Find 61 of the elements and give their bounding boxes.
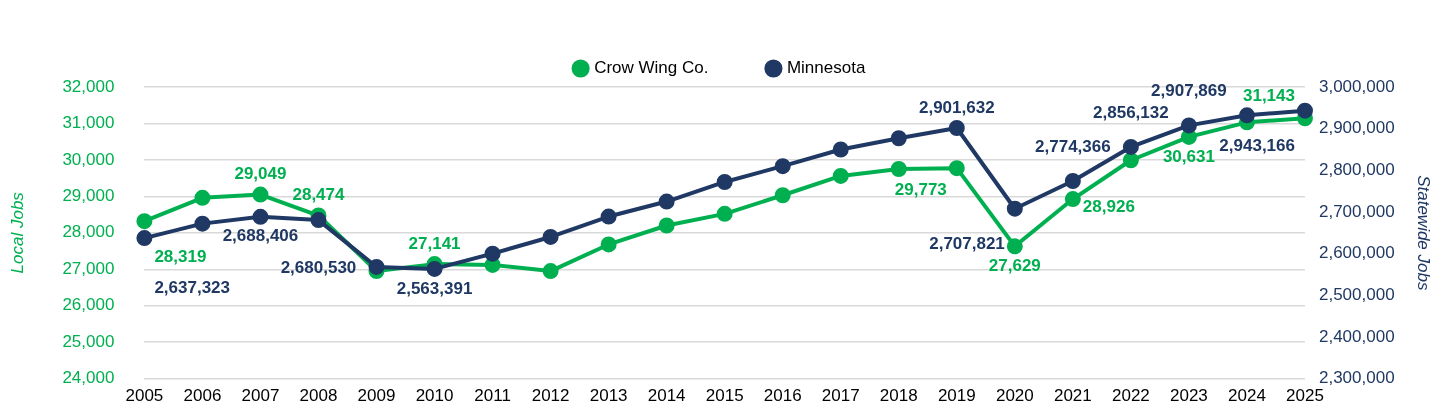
- x-tick-label: 2013: [589, 386, 628, 406]
- x-tick-label: 2011: [474, 386, 511, 406]
- y2-tick-label: 2,900,000: [1318, 118, 1395, 138]
- y-tick-label: 26,000: [62, 295, 115, 315]
- x-tick-label: 2015: [705, 386, 744, 406]
- x-tick-label: 2014: [647, 386, 686, 406]
- legend-label: Crow Wing Co.: [594, 58, 709, 78]
- y-tick-label: 28,000: [62, 222, 115, 242]
- x-tick-label: 2016: [763, 386, 802, 406]
- x-tick-label: 2008: [299, 386, 338, 406]
- data-label: 28,926: [1082, 196, 1135, 216]
- x-tick-label: 2006: [183, 386, 222, 406]
- x-tick-label: 2024: [1228, 386, 1266, 406]
- data-label: 2,856,132: [1093, 102, 1169, 122]
- data-label: 28,474: [292, 185, 346, 205]
- y-tick-label: 32,000: [62, 76, 115, 96]
- data-label: 30,631: [1162, 146, 1215, 166]
- x-tick-label: 2018: [879, 386, 918, 406]
- y2-tick-label: 2,400,000: [1318, 326, 1395, 346]
- y2-tick-label: 2,500,000: [1318, 284, 1395, 304]
- data-label: 2,680,530: [280, 257, 357, 277]
- x-tick-label: 2009: [357, 386, 396, 406]
- legend-label: Minnesota: [786, 58, 866, 78]
- data-label: 2,774,366: [1035, 136, 1111, 156]
- data-label: 2,688,406: [222, 226, 299, 246]
- y-tick-label: 31,000: [62, 113, 115, 133]
- x-tick-label: 2010: [415, 386, 454, 406]
- data-label: 27,141: [408, 233, 461, 253]
- data-label: 27,629: [988, 256, 1041, 276]
- x-tick-label: 2025: [1286, 386, 1324, 406]
- data-label: 29,773: [894, 179, 947, 199]
- y-tick-label: 24,000: [62, 368, 115, 388]
- data-label: 31,143: [1242, 85, 1295, 105]
- data-label: 2,707,821: [929, 234, 1005, 254]
- x-tick-label: 2005: [125, 386, 164, 406]
- data-label: 2,901,632: [918, 97, 995, 117]
- data-label: 2,637,323: [154, 277, 231, 297]
- x-tick-label: 2021: [1053, 386, 1092, 406]
- x-tick-label: 2019: [937, 386, 976, 406]
- x-tick-label: 2023: [1170, 386, 1208, 406]
- y-tick-label: 25,000: [62, 331, 115, 351]
- x-tick-label: 2007: [241, 386, 280, 406]
- data-label: 2,943,166: [1219, 136, 1295, 156]
- data-label: 29,049: [234, 164, 287, 184]
- data-label: 2,563,391: [396, 278, 473, 298]
- y2-axis-title: Statewide Jobs: [1414, 175, 1434, 291]
- x-tick-label: 2020: [995, 386, 1034, 406]
- y2-tick-label: 2,300,000: [1318, 368, 1395, 388]
- y-axis-title: Local Jobs: [7, 191, 27, 274]
- x-tick-label: 2017: [821, 386, 860, 406]
- data-label: 28,319: [154, 246, 207, 266]
- y-tick-label: 27,000: [62, 258, 115, 278]
- y2-tick-label: 2,700,000: [1318, 201, 1395, 221]
- y2-tick-label: 2,600,000: [1318, 243, 1395, 263]
- data-label: 2,907,869: [1151, 81, 1227, 101]
- y-tick-label: 29,000: [62, 186, 115, 206]
- y2-tick-label: 2,800,000: [1318, 160, 1395, 179]
- x-tick-label: 2012: [531, 386, 570, 406]
- y-tick-label: 30,000: [62, 149, 115, 169]
- y2-tick-label: 3,000,000: [1318, 76, 1395, 96]
- x-tick-label: 2022: [1111, 386, 1150, 406]
